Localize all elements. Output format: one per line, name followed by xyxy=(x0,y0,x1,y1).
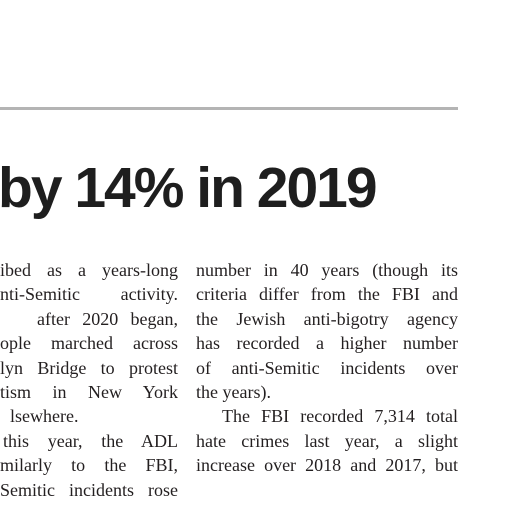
text-line: ople marched across xyxy=(0,333,178,354)
text-line: the years). xyxy=(196,381,271,402)
right-column: number in 40 years (though its criteria … xyxy=(196,258,458,478)
text-line: lsewhere. xyxy=(10,406,79,427)
section-rule xyxy=(0,107,458,110)
text-line: of anti-Semitic incidents over xyxy=(196,357,458,378)
text-line: Semitic incidents rose xyxy=(0,479,178,500)
left-column: ibed as a years-long nti-Semitic activit… xyxy=(0,258,178,502)
text-line: milarly to the FBI, xyxy=(0,455,178,476)
text-line: this year, the ADL xyxy=(3,430,178,451)
text-line: tism in New York xyxy=(0,381,178,402)
text-line: lyn Bridge to protest xyxy=(0,357,178,378)
text-line: has recorded a higher number xyxy=(196,333,458,354)
text-line: increase over 2018 and 2017, but xyxy=(196,455,458,476)
text-line: nti-Semitic activity. xyxy=(0,284,178,305)
headline: by 14% in 2019 xyxy=(0,156,378,220)
text-line: criteria differ from the FBI and xyxy=(196,284,458,305)
text-line: after 2020 began, xyxy=(37,308,178,329)
text-line: number in 40 years (though its xyxy=(196,260,458,280)
text-line: The FBI recorded 7,314 total xyxy=(222,406,458,427)
text-line: hate crimes last year, a slight xyxy=(196,430,458,451)
text-line: the Jewish anti-bigotry agency xyxy=(196,308,458,329)
text-line: ibed as a years-long xyxy=(0,260,178,280)
